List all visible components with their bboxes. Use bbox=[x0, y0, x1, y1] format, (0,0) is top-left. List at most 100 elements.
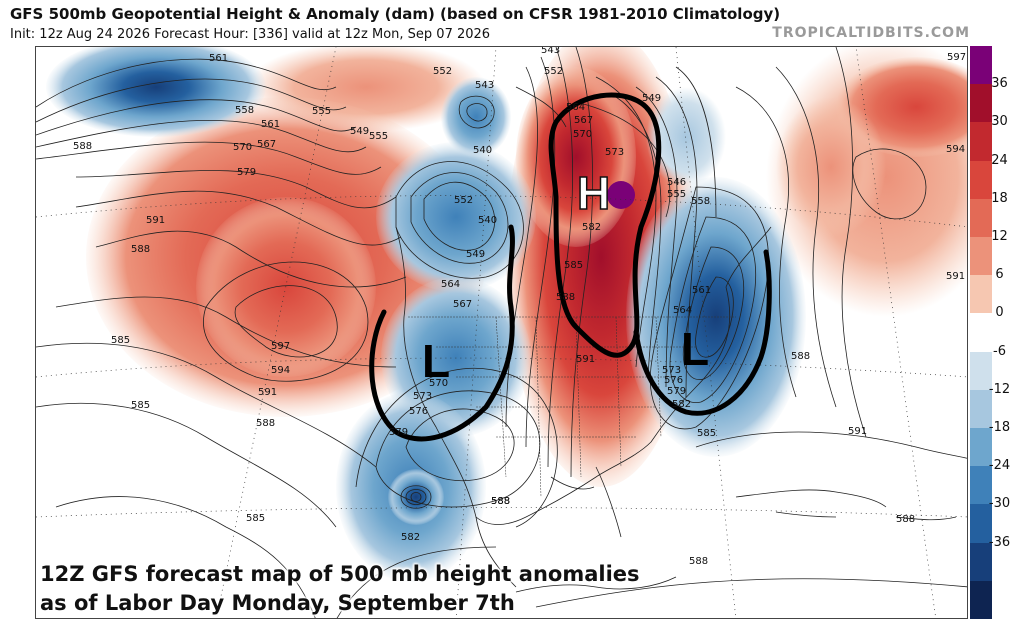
contour-label: 573 bbox=[662, 365, 681, 376]
contour-label: 588 bbox=[491, 496, 510, 507]
colorbar-tick-label: 36 bbox=[991, 76, 1008, 92]
colorbar-segment bbox=[970, 46, 992, 85]
west-trough-outline bbox=[369, 224, 515, 442]
contour-label: 552 bbox=[544, 66, 563, 77]
contour-label: 597 bbox=[271, 341, 290, 352]
contour-label: 585 bbox=[564, 260, 583, 271]
contour-label: 543 bbox=[475, 80, 494, 91]
contour-label: 564 bbox=[673, 305, 692, 316]
anomaly-map: H L L 561 558 561 567 570 579 588 591 58… bbox=[35, 46, 968, 619]
contour-label: 555 bbox=[667, 189, 686, 200]
map-title: GFS 500mb Geopotential Height & Anomaly … bbox=[10, 5, 781, 23]
colorbar-tick-label: 12 bbox=[991, 229, 1008, 244]
contour-label: 540 bbox=[478, 215, 497, 226]
contour-label: 594 bbox=[271, 365, 290, 376]
contour-label: 555 bbox=[369, 131, 388, 142]
colorbar-segment bbox=[970, 466, 992, 505]
contour-label: 549 bbox=[466, 249, 485, 260]
high-pressure-label: H bbox=[577, 167, 610, 219]
contour-label: 570 bbox=[429, 378, 448, 389]
contour-value-labels: 561 558 561 567 570 579 588 591 588 585 … bbox=[73, 47, 966, 567]
colorbar-tick-label: 30 bbox=[991, 114, 1008, 130]
colorbar-tick-label: -36 bbox=[988, 534, 1011, 550]
contour-label: 588 bbox=[256, 418, 275, 429]
contour-label: 561 bbox=[261, 119, 280, 130]
colorbar-tick-label: -6 bbox=[993, 343, 1006, 359]
colorbar-segment bbox=[970, 237, 992, 276]
contour-label: 588 bbox=[73, 141, 92, 152]
contour-label: 582 bbox=[401, 532, 420, 543]
colorbar-segment bbox=[970, 542, 992, 582]
lat-lon-grid bbox=[36, 47, 967, 618]
anomaly-colorbar bbox=[970, 46, 992, 620]
contour-label: 576 bbox=[409, 406, 428, 417]
contour-label: 591 bbox=[946, 271, 965, 282]
colorbar-segment bbox=[970, 84, 992, 123]
contour-label: 555 bbox=[312, 106, 331, 117]
contour-label: 591 bbox=[146, 215, 165, 226]
colorbar-segment bbox=[970, 389, 992, 429]
contour-label: 582 bbox=[672, 399, 691, 410]
contour-label: 549 bbox=[642, 93, 661, 104]
caption-line-1: 12Z GFS forecast map of 500 mb height an… bbox=[40, 562, 640, 586]
contour-label: 552 bbox=[433, 66, 452, 77]
contour-label: 567 bbox=[257, 139, 276, 150]
colorbar-segment bbox=[970, 428, 992, 467]
contour-label: 585 bbox=[697, 428, 716, 439]
contour-label: 546 bbox=[667, 177, 686, 188]
contour-label: 591 bbox=[576, 354, 595, 365]
colorbar-segment bbox=[970, 122, 992, 162]
contour-label: 588 bbox=[896, 514, 915, 525]
colorbar-tick-label: 24 bbox=[991, 152, 1008, 168]
map-caption: 12Z GFS forecast map of 500 mb height an… bbox=[40, 560, 640, 618]
contour-label: 573 bbox=[413, 391, 432, 402]
colorbar-tick-label: -12 bbox=[988, 381, 1011, 397]
contour-label: 561 bbox=[692, 285, 711, 296]
contour-label: 588 bbox=[689, 556, 708, 567]
ridge-outline bbox=[548, 92, 662, 358]
contour-label: 564 bbox=[566, 102, 585, 113]
contour-label: 579 bbox=[667, 386, 686, 397]
contour-label: 576 bbox=[664, 375, 683, 386]
colorbar-segment bbox=[970, 198, 992, 238]
contour-label: 573 bbox=[605, 147, 624, 158]
forecast-info: Init: 12z Aug 24 2026 Forecast Hour: [33… bbox=[10, 27, 491, 42]
contour-label: 588 bbox=[791, 351, 810, 362]
colorbar-tick-label: 0 bbox=[995, 305, 1004, 321]
coastlines bbox=[395, 86, 957, 593]
contour-label: 591 bbox=[258, 387, 277, 398]
contour-label: 591 bbox=[848, 426, 867, 437]
contour-label: 588 bbox=[556, 292, 575, 303]
east-trough-outline bbox=[633, 249, 772, 416]
contour-label: 540 bbox=[473, 145, 492, 156]
colorbar-segment bbox=[970, 313, 992, 353]
contour-label: 543 bbox=[541, 47, 560, 56]
contour-label: 588 bbox=[131, 244, 150, 255]
colorbar-tick-label: -24 bbox=[988, 458, 1011, 474]
caption-line-2: as of Labor Day Monday, September 7th bbox=[40, 591, 515, 615]
colorbar-tick-label: 6 bbox=[995, 267, 1004, 283]
contour-label: 558 bbox=[691, 196, 710, 207]
hand-drawn-annotations bbox=[369, 92, 772, 442]
colorbar-segment bbox=[970, 504, 992, 544]
contour-label: 585 bbox=[246, 513, 265, 524]
contour-label: 594 bbox=[946, 144, 965, 155]
colorbar-tick-label: 18 bbox=[991, 190, 1008, 206]
state-borders bbox=[408, 316, 736, 498]
colorbar-tick-label: -30 bbox=[988, 496, 1011, 512]
site-watermark: TROPICALTIDBITS.COM bbox=[772, 25, 970, 41]
contour-label: 567 bbox=[574, 115, 593, 126]
contour-label: 570 bbox=[233, 142, 252, 153]
contour-label: 549 bbox=[350, 126, 369, 137]
colorbar-segment bbox=[970, 580, 992, 620]
contour-label: 588 bbox=[491, 496, 510, 507]
contour-label: 582 bbox=[582, 222, 601, 233]
colorbar-segment bbox=[970, 275, 992, 314]
contour-label: 585 bbox=[111, 335, 130, 346]
low-pressure-label-east: L bbox=[681, 323, 709, 375]
contour-label: 597 bbox=[947, 52, 966, 63]
contour-label: 570 bbox=[573, 129, 592, 140]
colorbar-segment bbox=[970, 351, 992, 391]
contour-label: 561 bbox=[209, 53, 228, 64]
contour-label: 564 bbox=[441, 279, 460, 290]
